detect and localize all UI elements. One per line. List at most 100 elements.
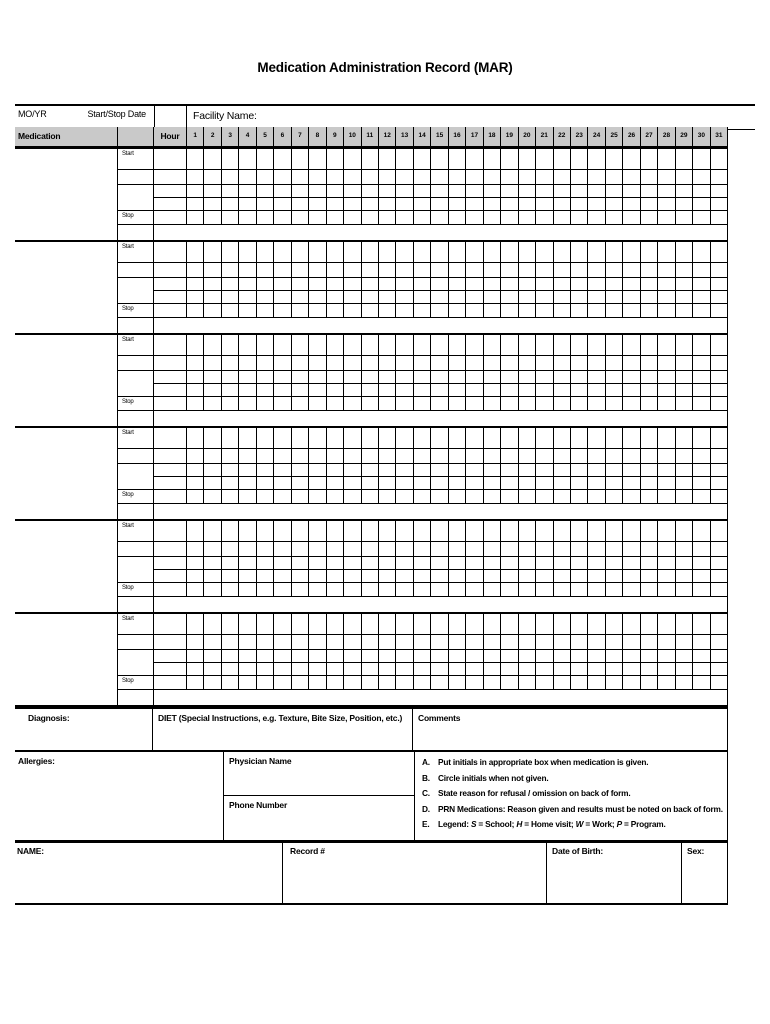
blank-label-cell (118, 690, 154, 705)
day-cell (501, 635, 519, 649)
day-cell (257, 676, 275, 689)
day-cell (204, 291, 222, 303)
day-cell (187, 583, 205, 596)
medication-name-cell (15, 428, 118, 519)
day-header-24: 24 (588, 127, 606, 146)
day-cell (484, 570, 502, 582)
day-cell (606, 384, 624, 396)
day-header-cells: 1 2 3 4 5 6 7 8 9 10 11 12 13 14 15 16 17 18 19 20 21 22 23 24 2… (187, 127, 729, 146)
day-cell (431, 542, 449, 556)
day-cell (414, 428, 432, 448)
day-cell (641, 570, 659, 582)
merged-mid-rows (118, 650, 729, 676)
day-header-30: 30 (693, 127, 711, 146)
day-cell (676, 542, 694, 556)
medication-block: Start Stop (15, 242, 729, 335)
day-cell (239, 371, 257, 383)
day-cell (606, 211, 624, 224)
day-cell (536, 676, 554, 689)
day-cell (204, 198, 222, 210)
day-cell (309, 149, 327, 169)
day-cell (414, 397, 432, 410)
day-cell (606, 449, 624, 463)
day-header-9: 9 (327, 127, 345, 146)
day-cell (588, 464, 606, 476)
day-cell (187, 356, 205, 370)
day-cell (222, 278, 240, 290)
day-cell (362, 583, 379, 596)
day-cell (431, 278, 449, 290)
day-cell (449, 371, 467, 383)
day-cell (187, 614, 205, 634)
day-cell (519, 384, 537, 396)
day-cell (658, 304, 676, 317)
day-cell (309, 198, 327, 210)
day-cell (309, 557, 327, 569)
day-cell (536, 449, 554, 463)
day-cell (484, 263, 502, 277)
day-cell (239, 170, 257, 184)
blank-label-cell (118, 318, 154, 333)
day-cell (257, 490, 275, 503)
hour-cell (154, 291, 187, 303)
day-cell (362, 291, 379, 303)
day-cell (536, 185, 554, 197)
day-cell (362, 356, 379, 370)
day-cell (641, 304, 659, 317)
day-cell (519, 650, 537, 662)
merged-notes-cell (154, 225, 728, 240)
day-cell (274, 185, 292, 197)
day-cell (693, 650, 711, 662)
hour-cell (154, 635, 187, 649)
day-cell (501, 149, 519, 169)
day-cell (204, 663, 222, 675)
day-cell (187, 304, 205, 317)
day-cell (571, 428, 589, 448)
day-cell (658, 149, 676, 169)
day-cell (431, 557, 449, 569)
day-cell (274, 242, 292, 262)
grid-row (154, 650, 729, 663)
day-cell (588, 185, 606, 197)
day-cell (222, 335, 240, 355)
day-cell (292, 263, 310, 277)
day-cell (309, 663, 327, 675)
day-cell (274, 614, 292, 634)
day-cell (449, 242, 467, 262)
day-cell (187, 428, 205, 448)
day-cell (204, 263, 222, 277)
day-cell (292, 521, 310, 541)
diet-instructions-cell: DIET (Special Instructions, e.g. Texture… (153, 709, 413, 752)
day-cell (693, 428, 711, 448)
day-cell (379, 650, 397, 662)
text-segment: = Work; (583, 819, 617, 829)
day-cell (362, 211, 379, 224)
day-cell (257, 335, 275, 355)
day-cell (623, 464, 641, 476)
day-cell (362, 263, 379, 277)
day-cell (362, 449, 379, 463)
mo-yr-label: MO/YR (18, 109, 47, 119)
day-cell (449, 356, 467, 370)
day-cell (711, 635, 729, 649)
text-segment: Circle initials when not given. (438, 772, 549, 783)
day-cell (396, 542, 414, 556)
day-cell (362, 464, 379, 476)
day-cell (501, 304, 519, 317)
day-header-25: 25 (606, 127, 624, 146)
day-cell (187, 263, 205, 277)
day-cell (693, 542, 711, 556)
day-cell (396, 185, 414, 197)
day-cell (431, 521, 449, 541)
day-cell (239, 464, 257, 476)
day-cell (187, 149, 205, 169)
day-cell (327, 371, 345, 383)
day-header-15: 15 (431, 127, 449, 146)
day-cell (606, 170, 624, 184)
day-cell (484, 614, 502, 634)
day-cell (519, 242, 537, 262)
day-cell (536, 542, 554, 556)
day-cell (396, 583, 414, 596)
day-cell (571, 211, 589, 224)
day-cell (501, 570, 519, 582)
